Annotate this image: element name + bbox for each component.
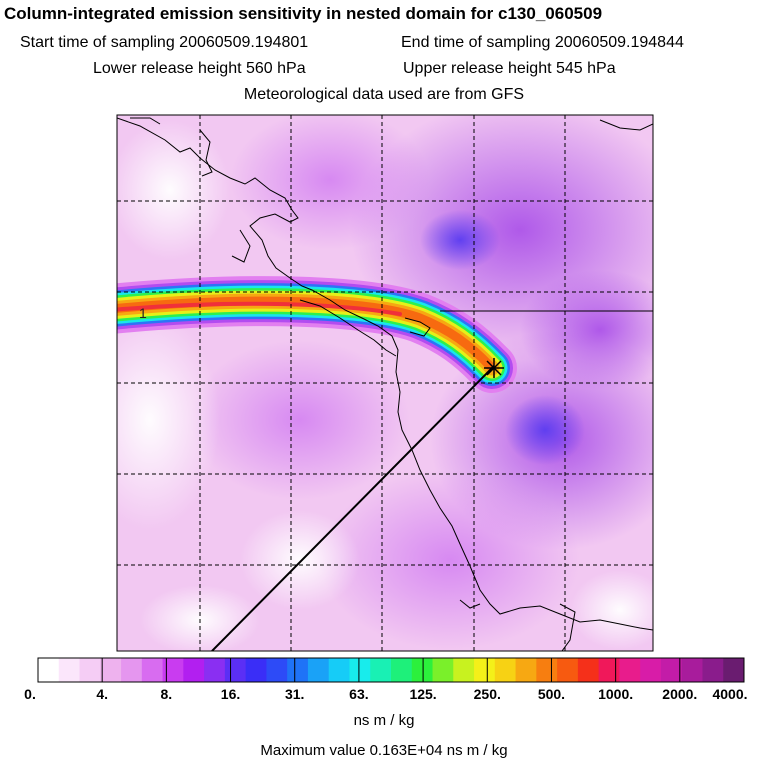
colorbar-frame xyxy=(37,657,745,683)
colorbar-tick-label: 16. xyxy=(220,686,241,702)
colorbar-swatch xyxy=(349,658,371,682)
colorbar-swatch xyxy=(307,658,330,682)
colorbar-swatch xyxy=(183,658,205,682)
colorbar-tick-label: 31. xyxy=(284,686,305,702)
field-region xyxy=(570,570,653,650)
colorbar-swatch xyxy=(702,658,724,682)
colorbar-tick-label: 2000. xyxy=(662,686,698,702)
plume xyxy=(117,276,517,393)
colorbar-swatch xyxy=(474,658,496,682)
colorbar-swatch xyxy=(162,658,184,682)
colorbar-swatch xyxy=(494,658,517,682)
plume-marker-label: 1 xyxy=(139,305,147,321)
colorbar-swatch xyxy=(515,658,537,682)
coastline xyxy=(117,117,653,651)
max-value-label: Maximum value 0.163E+04 ns m / kg xyxy=(260,742,508,759)
colorbar-swatch xyxy=(100,658,122,682)
colorbar-swatch xyxy=(38,658,60,682)
field-layer xyxy=(117,115,653,651)
plot-frame xyxy=(116,114,654,652)
colorbar-swatch xyxy=(723,658,745,682)
flight-track xyxy=(211,365,495,651)
colorbar-swatch xyxy=(619,658,641,682)
colorbar-swatch xyxy=(121,658,143,682)
field-region xyxy=(505,395,585,465)
field-region xyxy=(320,470,580,650)
colorbar-swatch xyxy=(577,658,600,682)
colorbar-swatch xyxy=(204,658,226,682)
colorbar-tick-label: 0. xyxy=(24,686,36,702)
field-region xyxy=(520,270,653,390)
field-region xyxy=(190,340,410,500)
lower-height-label: Lower release height 560 hPa xyxy=(93,60,306,77)
field-region xyxy=(230,115,430,250)
field-region xyxy=(420,210,500,270)
upper-height-label: Upper release height 545 hPa xyxy=(403,60,616,77)
colorbar-tick-label: 250. xyxy=(473,686,501,702)
grid xyxy=(117,115,653,651)
met-data-label: Meteorological data used are from GFS xyxy=(243,86,525,103)
colorbar-swatch xyxy=(660,658,683,682)
colorbar-swatch xyxy=(598,658,620,682)
colorbar-tick-label: 500. xyxy=(537,686,566,702)
plume-band xyxy=(117,301,402,316)
colorbar-units: ns m / kg xyxy=(353,712,415,729)
colorbar-swatch xyxy=(287,658,309,682)
colorbar-swatch xyxy=(328,658,350,682)
colorbar-swatch xyxy=(58,658,81,682)
colorbar-swatch xyxy=(557,658,579,682)
colorbar-tick-label: 63. xyxy=(349,686,369,702)
field-region xyxy=(117,310,220,530)
colorbar xyxy=(37,658,745,682)
colorbar-swatch xyxy=(79,658,101,682)
field-region xyxy=(240,510,360,610)
colorbar-tick-label: 125. xyxy=(409,686,437,702)
colorbar-swatch xyxy=(536,658,558,682)
field-region xyxy=(117,120,230,260)
end-time-label: End time of sampling 20060509.194844 xyxy=(401,34,684,51)
release-point-star-icon xyxy=(484,358,504,378)
colorbar-swatch xyxy=(681,658,703,682)
colorbar-swatch xyxy=(453,658,475,682)
colorbar-swatch xyxy=(266,658,288,682)
colorbar-tick-label: 1000. xyxy=(598,686,634,702)
colorbar-swatch xyxy=(370,658,392,682)
colorbar-swatch xyxy=(432,658,454,682)
colorbar-swatch xyxy=(245,658,267,682)
colorbar-swatch xyxy=(391,658,413,682)
colorbar-swatch xyxy=(224,658,247,682)
colorbar-swatch xyxy=(411,658,434,682)
colorbar-tick-label: 4000. xyxy=(712,686,748,702)
colorbar-swatch xyxy=(141,658,164,682)
field-region xyxy=(140,585,260,651)
colorbar-tick-label: 8. xyxy=(160,686,173,702)
start-time-label: Start time of sampling 20060509.194801 xyxy=(20,34,309,51)
colorbar-tick-label: 4. xyxy=(96,686,109,702)
colorbar-swatch xyxy=(640,658,662,682)
chart-title: Column-integrated emission sensitivity i… xyxy=(4,4,603,23)
